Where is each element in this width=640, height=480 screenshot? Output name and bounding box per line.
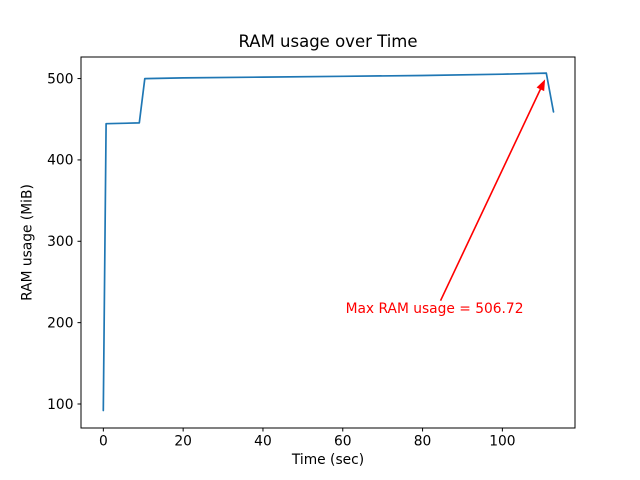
plot-border (80, 56, 576, 429)
annotation-text: Max RAM usage = 506.72 (346, 301, 524, 317)
series-line (102, 72, 555, 412)
annotation-arrow-shaft (439, 87, 542, 302)
x-axis-label: Time (sec) (291, 452, 364, 468)
x-tick-label: 100 (489, 434, 515, 450)
annotation-arrow-head (536, 79, 546, 92)
x-tick-label: 20 (174, 434, 192, 450)
chart-title: RAM usage over Time (238, 32, 417, 51)
y-tick-label: 300 (47, 234, 73, 250)
x-tick-label: 60 (334, 434, 352, 450)
plot-area: 0 20 40 60 80 100 100 200 300 400 500 (47, 56, 576, 450)
y-axis-label: RAM usage (MiB) (20, 184, 36, 301)
x-tick-label: 80 (414, 434, 432, 450)
x-tick-label: 0 (99, 434, 108, 450)
y-tick-label: 200 (47, 315, 73, 331)
y-tick-label: 400 (47, 153, 73, 169)
x-tick-label: 40 (254, 434, 272, 450)
y-tick-label: 100 (47, 397, 73, 413)
y-tick-label: 500 (47, 71, 73, 87)
